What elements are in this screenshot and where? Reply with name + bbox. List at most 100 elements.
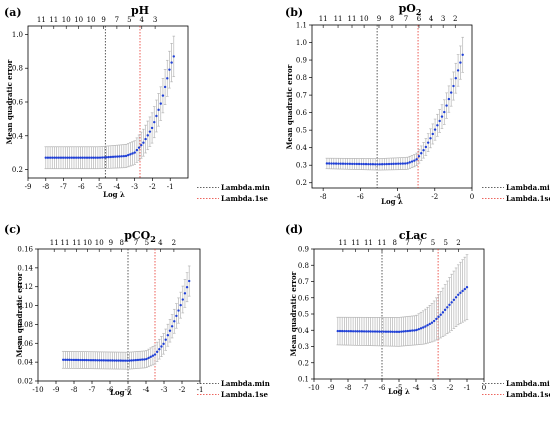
data-point [435, 317, 438, 321]
data-point [64, 358, 67, 362]
x-tick-label: -2 [149, 183, 156, 191]
data-point [439, 313, 442, 316]
data-point [159, 102, 162, 105]
top-tick-label: 8 [390, 15, 394, 23]
chart-title: cLac [399, 229, 428, 242]
top-tick-label: 5 [444, 239, 448, 247]
data-point [96, 359, 99, 362]
data-point [170, 61, 173, 64]
data-point [456, 69, 460, 72]
data-point [72, 358, 76, 362]
data-point [461, 289, 464, 293]
data-point [354, 330, 357, 333]
data-point [384, 330, 388, 333]
x-tick-label: -10 [308, 384, 319, 392]
data-point [135, 148, 139, 152]
y-tick-label: 0.6 [296, 109, 308, 117]
data-point [76, 358, 80, 362]
top-tick-label: 11 [72, 239, 81, 247]
panel-letter: (c) [4, 223, 21, 236]
data-point [133, 151, 136, 154]
data-point [420, 152, 423, 155]
data-point [120, 155, 123, 158]
data-point [46, 156, 50, 159]
data-point [44, 156, 47, 159]
data-point [415, 158, 418, 161]
x-tick-label: -7 [89, 386, 96, 394]
data-point [351, 162, 354, 166]
data-point [100, 359, 103, 362]
x-tick-label: -5 [125, 386, 132, 394]
data-point [61, 156, 65, 159]
chart-title-main: pCO [124, 229, 150, 242]
legend-1se-label: Lambda.1se [506, 194, 550, 203]
data-point [79, 358, 82, 362]
y-tick-label: 1.1 [296, 22, 307, 30]
y-tick-label: 0.4 [298, 327, 310, 335]
data-point [413, 329, 416, 332]
top-tick-label: 2 [456, 239, 460, 247]
data-point [104, 359, 108, 362]
data-point [393, 330, 396, 334]
top-tick-label: 10 [87, 16, 96, 24]
data-point [128, 359, 131, 362]
data-point [57, 156, 60, 159]
data-point [410, 160, 414, 163]
y-tick-label: 0.5 [296, 127, 307, 135]
x-tick-label: -5 [396, 384, 403, 392]
top-tick-label: 2 [453, 15, 457, 23]
data-point [400, 330, 403, 333]
data-point [141, 358, 144, 361]
data-point [146, 134, 149, 137]
data-point [422, 326, 425, 329]
data-point [340, 329, 344, 333]
data-point [376, 163, 379, 166]
data-point [66, 156, 69, 159]
data-point [424, 145, 428, 149]
legend-min-label: Lambda.min [221, 183, 270, 192]
data-point [117, 359, 120, 362]
y-axis-label: Mean quadratic error [289, 271, 298, 356]
data-point [429, 137, 432, 140]
data-point [349, 330, 353, 333]
data-point [144, 137, 147, 141]
data-point [92, 156, 95, 159]
legend-min-label: Lambda.min [221, 379, 270, 388]
data-point [337, 162, 340, 165]
data-point [162, 342, 165, 346]
data-point [449, 91, 453, 94]
x-tick-label: -4 [413, 384, 420, 392]
data-point [157, 108, 160, 112]
top-tick-label: 7 [115, 16, 119, 24]
top-tick-label: 10 [74, 16, 83, 24]
top-tick-label: 7 [405, 239, 409, 247]
data-point [70, 358, 73, 362]
data-point [431, 132, 434, 136]
y-axis-label: Mean quadratic error [285, 64, 294, 149]
y-tick-label: 0.8 [298, 262, 309, 270]
data-point [369, 162, 372, 166]
x-tick-label: -6 [78, 183, 85, 191]
x-tick-label: -3 [161, 386, 168, 394]
top-tick-label: 10 [83, 239, 92, 247]
data-point [140, 143, 143, 147]
data-point [113, 359, 116, 362]
data-point [137, 146, 141, 149]
data-point [463, 287, 467, 291]
data-point [330, 162, 333, 165]
top-tick-label: 11 [378, 239, 387, 247]
data-point [341, 162, 345, 165]
data-point [327, 162, 331, 165]
data-point [373, 330, 377, 333]
data-point [48, 156, 52, 159]
x-tick-label: -9 [328, 384, 335, 392]
panel-1: (a) pH -9 -8 -7 -6 -5 -4 -3 -2 -1 0.2 0.4 0.6 0.8 1.0 11… [4, 4, 270, 203]
data-point [325, 162, 329, 165]
data-point [367, 162, 370, 166]
top-tick-label: 7 [418, 239, 422, 247]
top-tick-label: 9 [377, 15, 381, 23]
data-point [106, 359, 110, 362]
y-axis-label: Mean quadratic error [15, 272, 24, 357]
data-point [364, 162, 368, 166]
x-tick-label: -9 [53, 386, 60, 394]
